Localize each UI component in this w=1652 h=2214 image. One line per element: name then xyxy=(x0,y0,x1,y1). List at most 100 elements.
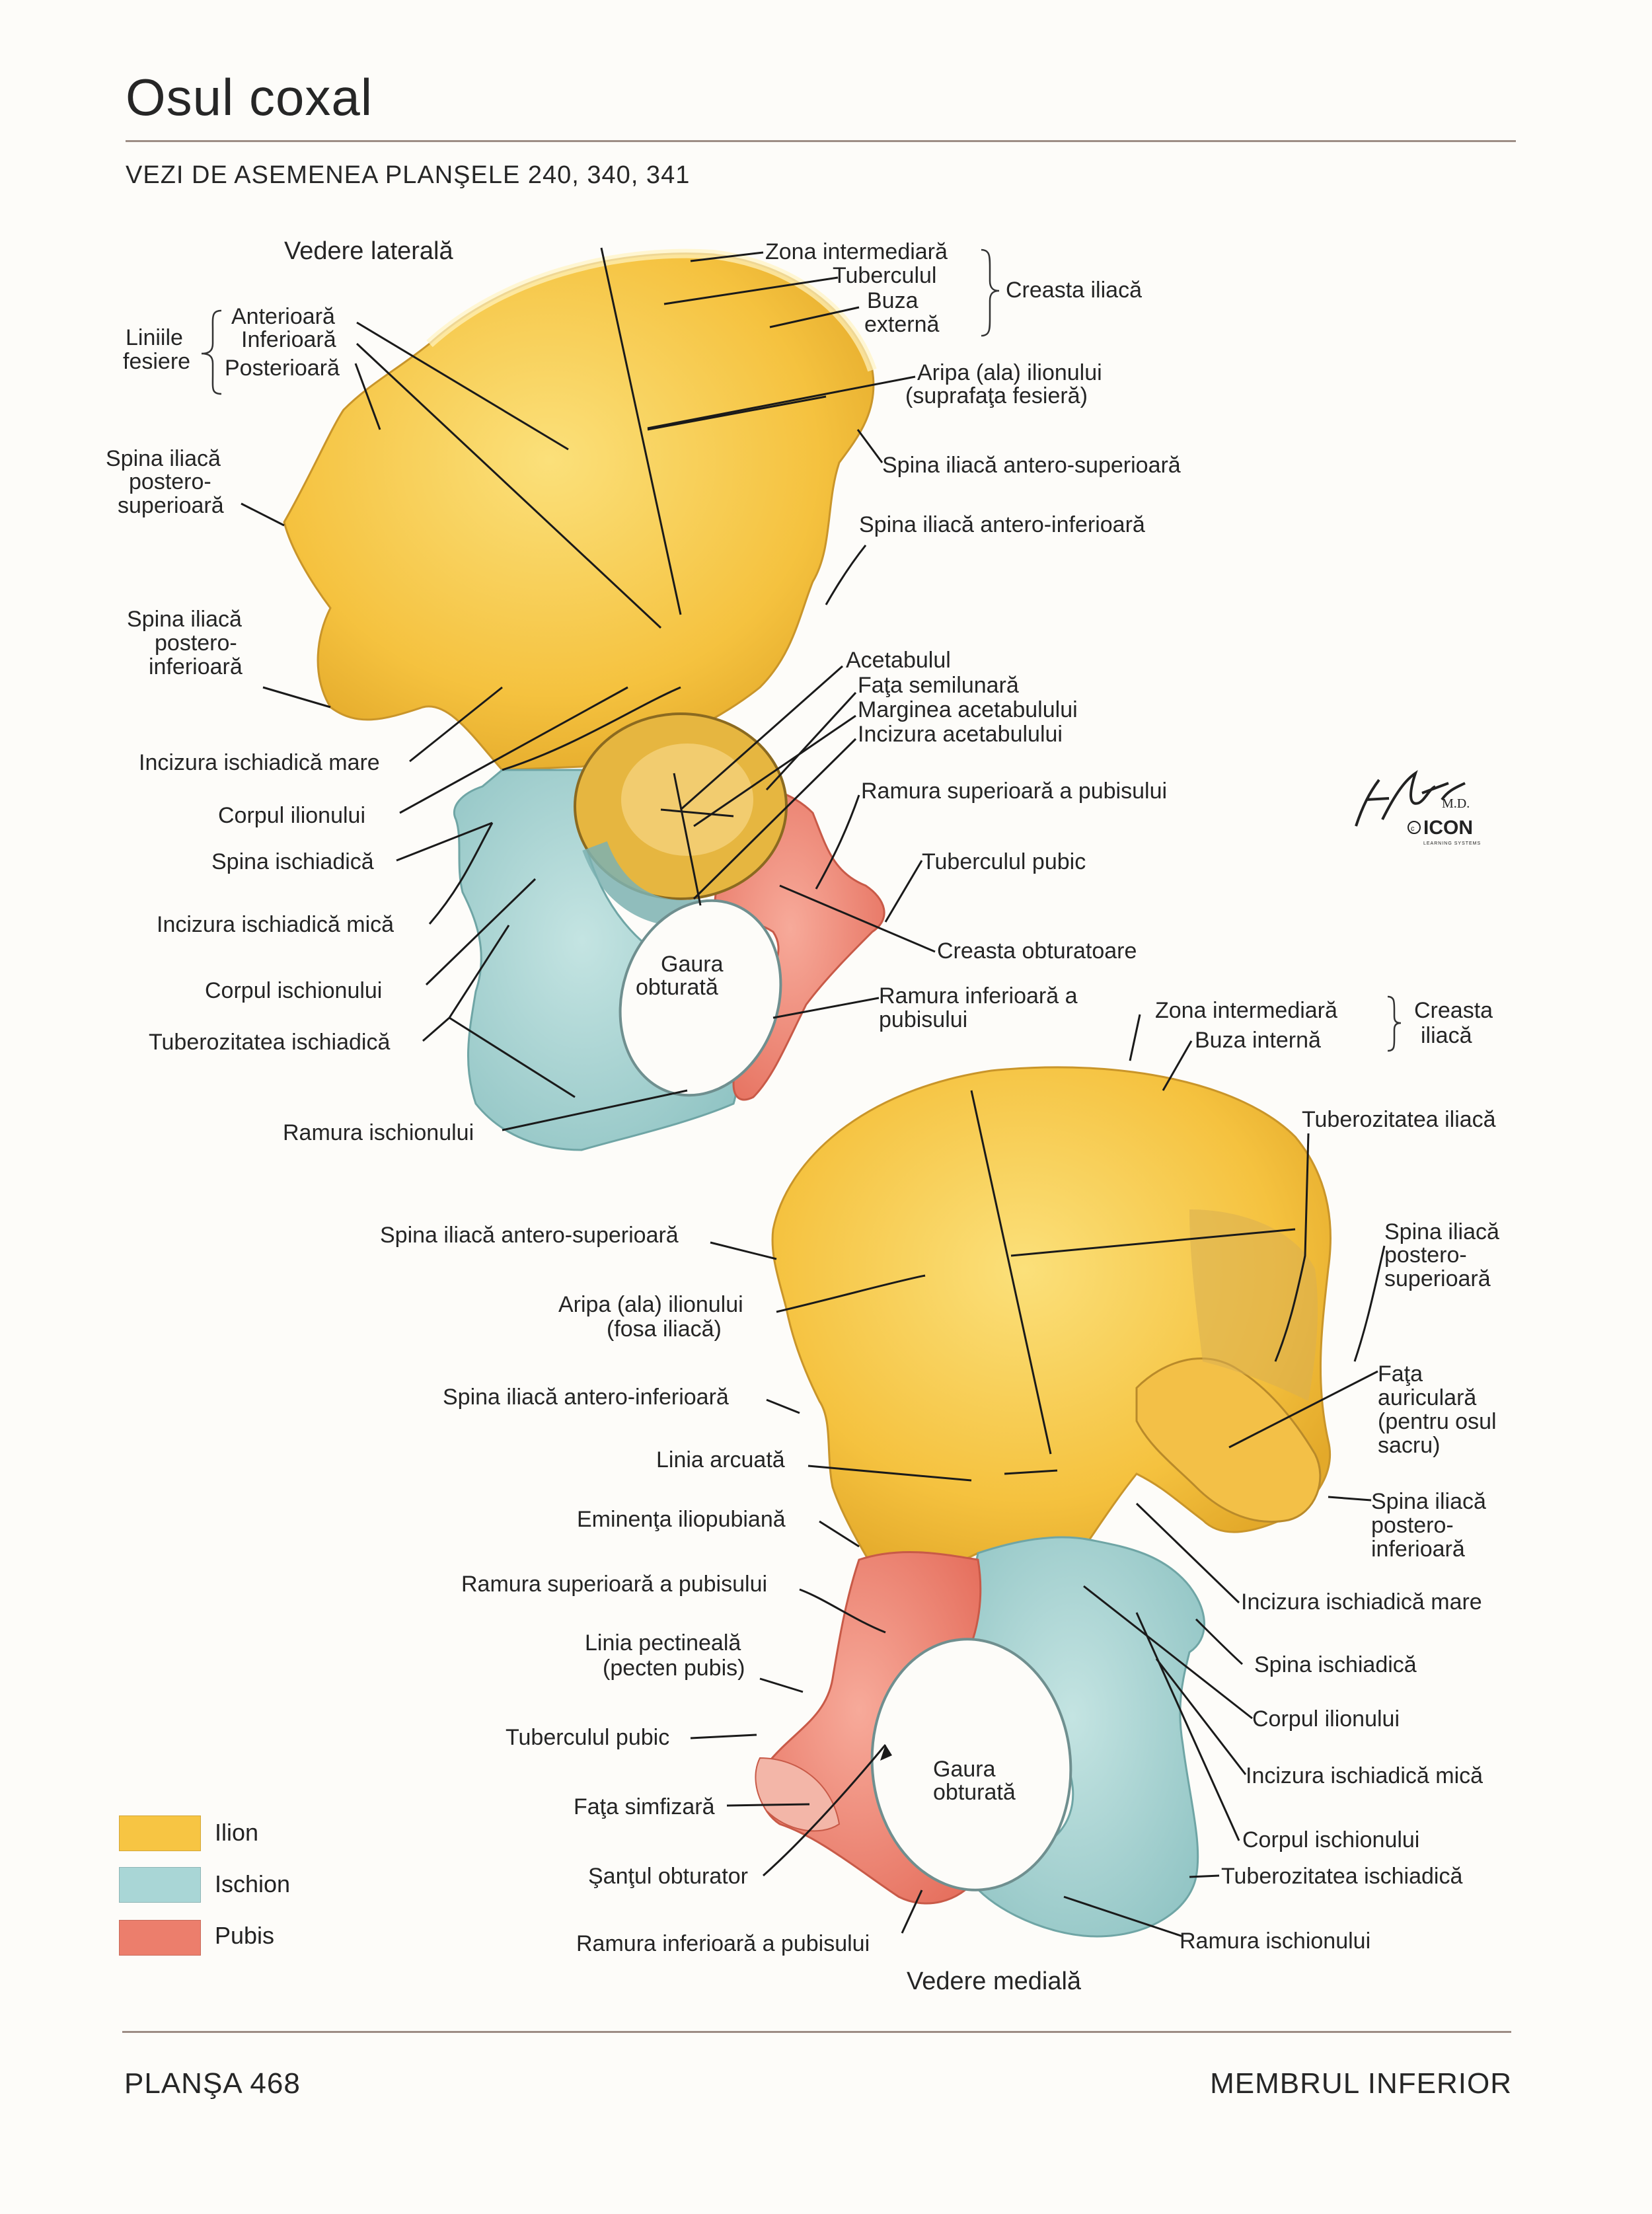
medial-view-title: Vedere medială xyxy=(907,1967,1082,1995)
lateral-psis-label-1: Spina iliacă xyxy=(106,446,221,471)
lateral-psis-label-3: superioară xyxy=(118,493,224,518)
outer-lip-label-1: Buza xyxy=(867,288,919,313)
auricular-label-1: Faţa xyxy=(1378,1361,1423,1387)
medial-ischial-spine-label: Spina ischiadică xyxy=(1254,1652,1417,1677)
medial-greater-notch-label: Incizura ischiadică mare xyxy=(1241,1589,1482,1615)
iliopubic-label: Eminenţa iliopubiană xyxy=(577,1507,786,1532)
lateral-aiis-label: Spina iliacă antero-inferioară xyxy=(859,512,1145,537)
obturator-crest-label: Creasta obturatoare xyxy=(937,938,1137,964)
auricular-label-3: (pentru osul xyxy=(1378,1409,1497,1434)
lateral-psis-label-2: postero- xyxy=(129,469,211,494)
wing-label-1: Aripa (ala) ilionului xyxy=(917,360,1102,385)
lateral-asis-label: Spina iliacă antero-superioară xyxy=(882,453,1181,478)
gluteal-lines-label-1: Liniile xyxy=(126,325,183,350)
medial-labels: Zona intermediară Buza internă Creasta i… xyxy=(380,998,1499,1995)
lateral-obturator-label-1: Gaura xyxy=(661,952,724,977)
lateral-sup-pubic-ramus-label: Ramura superioară a pubisului xyxy=(861,779,1167,804)
medial-wing-label-2: (fosa iliacă) xyxy=(607,1317,722,1342)
medial-pubic-tubercle-label: Tuberculul pubic xyxy=(506,1725,669,1750)
medial-piis-label-2: postero- xyxy=(1371,1513,1454,1538)
footer-rule xyxy=(122,2031,1511,2033)
medial-wing-label-1: Aripa (ala) ilionului xyxy=(558,1292,743,1317)
lateral-ischium-body-label: Corpul ischionului xyxy=(205,978,382,1003)
acet-notch-label: Incizura acetabulului xyxy=(858,722,1063,747)
acet-margin-label: Marginea acetabulului xyxy=(858,697,1078,722)
inner-lip-label: Buza internă xyxy=(1195,1028,1321,1053)
medial-crest-brace xyxy=(1387,995,1402,1052)
svg-text:LEARNING SYSTEMS: LEARNING SYSTEMS xyxy=(1423,841,1481,846)
lateral-lesser-notch-label: Incizura ischiadică mică xyxy=(157,912,394,937)
medial-iliac-tuberosity xyxy=(1189,1209,1318,1401)
medial-sup-pubic-ramus-label: Ramura superioară a pubisului xyxy=(461,1572,767,1597)
medial-obturator-label-1: Gaura xyxy=(933,1757,996,1782)
medial-psis-label-3: superioară xyxy=(1384,1266,1491,1291)
medial-ischium-body-label: Corpul ischionului xyxy=(1242,1827,1419,1852)
auricular-label-4: sacru) xyxy=(1378,1433,1440,1458)
lateral-tuberosity-label: Tuberozitatea ischiadică xyxy=(149,1030,390,1055)
lateral-greater-notch-label: Incizura ischiadică mare xyxy=(139,750,380,775)
auricular-label-2: auriculară xyxy=(1378,1385,1476,1410)
iliac-tuberosity-label: Tuberozitatea iliacă xyxy=(1302,1107,1496,1132)
tubercle-label: Tuberculul xyxy=(833,263,936,288)
medial-crest-group-label-2: iliacă xyxy=(1421,1023,1472,1048)
medial-piis-label-3: inferioară xyxy=(1371,1537,1465,1562)
gl-inferior-label: Inferioară xyxy=(241,327,336,352)
medial-ilium-body-label: Corpul ilionului xyxy=(1252,1706,1400,1732)
pectineal-line-label-1: Linia pectineală xyxy=(585,1630,741,1656)
legend-swatch-ilion xyxy=(119,1815,201,1851)
pectineal-line-label-2: (pecten pubis) xyxy=(603,1656,745,1681)
outer-lip-label-2: externă xyxy=(864,312,939,337)
braces xyxy=(201,248,1402,1052)
lateral-pubic-tubercle-label: Tuberculul pubic xyxy=(922,849,1086,874)
medial-aiis-label: Spina iliacă antero-inferioară xyxy=(443,1385,729,1410)
lateral-ischial-spine-label: Spina ischiadică xyxy=(211,849,374,874)
zone-intermediate-label: Zona intermediară xyxy=(765,239,948,264)
lateral-inf-pubic-ramus-label-1: Ramura inferioară a xyxy=(879,983,1078,1009)
medial-psis-label-2: postero- xyxy=(1384,1242,1467,1268)
lateral-labels: Vedere laterală Liniile fesiere Anterioa… xyxy=(106,237,1181,1145)
lateral-crest-brace xyxy=(981,248,1000,337)
gl-posterior-label: Posterioară xyxy=(225,356,340,381)
gluteal-lines-label-2: fesiere xyxy=(123,349,190,374)
legend-swatch-pubis xyxy=(119,1920,201,1956)
artist-signature-logo: M.D. c ICON LEARNING SYSTEMS xyxy=(1355,770,1481,846)
medial-zone-intermediate-label: Zona intermediară xyxy=(1155,998,1337,1023)
medial-inf-pubic-ramus-label: Ramura inferioară a pubisului xyxy=(576,1931,870,1956)
lateral-view-title: Vedere laterală xyxy=(284,237,453,265)
lateral-obturator-label-2: obturată xyxy=(636,975,718,1000)
arcuate-line-label: Linia arcuată xyxy=(656,1447,785,1472)
legend-label-pubis: Pubis xyxy=(215,1922,275,1949)
lateral-leader-lines xyxy=(241,247,936,1131)
svg-text:ICON: ICON xyxy=(1423,817,1473,839)
medial-asis-label: Spina iliacă antero-superioară xyxy=(380,1223,679,1248)
lateral-ilium-body-label: Corpul ilionului xyxy=(218,803,365,828)
symphyseal-label: Faţa simfizară xyxy=(574,1794,715,1819)
legend-label-ilion: Ilion xyxy=(215,1819,259,1846)
legend-swatch-ischion xyxy=(119,1867,201,1903)
iliac-crest-group-label: Creasta iliacă xyxy=(1006,278,1142,303)
gl-anterior-label: Anterioară xyxy=(231,304,335,329)
plate-number: PLANŞA 468 xyxy=(124,2067,301,2100)
medial-lesser-notch-label: Incizura ischiadică mică xyxy=(1246,1763,1483,1788)
page-title: Osul coxal xyxy=(126,68,373,126)
lateral-ischial-ramus-label: Ramura ischionului xyxy=(283,1120,474,1145)
medial-bone xyxy=(755,1066,1332,1938)
wing-label-2: (suprafaţa fesieră) xyxy=(905,383,1088,408)
svg-text:c: c xyxy=(1411,825,1415,833)
lateral-bone xyxy=(283,248,885,1151)
obturator-groove-label: Şanţul obturator xyxy=(588,1864,748,1889)
gluteal-lines-brace xyxy=(201,309,222,395)
section-name: MEMBRUL INFERIOR xyxy=(1210,2067,1512,2100)
title-rule xyxy=(126,140,1516,142)
medial-ischial-ramus-label: Ramura ischionului xyxy=(1180,1928,1370,1954)
medial-leader-lines xyxy=(690,1014,1386,1938)
medial-obturator-label-2: obturată xyxy=(933,1780,1016,1805)
svg-text:M.D.: M.D. xyxy=(1442,796,1470,811)
legend-label-ischion: Ischion xyxy=(215,1870,291,1897)
medial-piis-label-1: Spina iliacă xyxy=(1371,1489,1486,1514)
medial-psis-label-1: Spina iliacă xyxy=(1384,1219,1499,1244)
medial-tuberosity-label: Tuberozitatea ischiadică xyxy=(1221,1864,1462,1889)
medial-crest-group-label-1: Creasta xyxy=(1414,998,1493,1023)
lateral-piis-label-2: postero- xyxy=(155,630,237,656)
